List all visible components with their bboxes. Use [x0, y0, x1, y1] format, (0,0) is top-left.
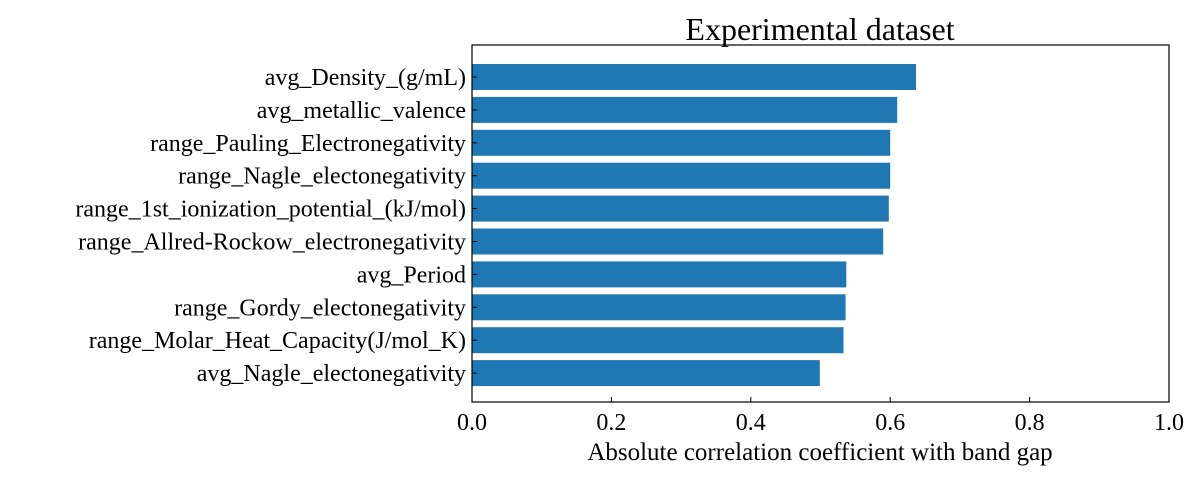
- x-axis-label: Absolute correlation coefficient with ba…: [587, 439, 1052, 466]
- x-tick-label: 0.0: [457, 410, 487, 436]
- category-label: range_1st_ionization_potential_(kJ/mol): [75, 197, 466, 223]
- bar: [472, 360, 820, 387]
- bar: [472, 294, 846, 321]
- x-tick-label: 1.0: [1154, 410, 1184, 436]
- bar: [472, 129, 891, 156]
- category-label: range_Pauling_Electronegativity: [150, 131, 466, 157]
- category-label: avg_Density_(g/mL): [265, 65, 466, 91]
- bar: [472, 162, 891, 189]
- bar: [472, 261, 847, 288]
- bar: [472, 327, 844, 354]
- x-tick-label: 0.8: [1015, 410, 1045, 436]
- plot-frame: [471, 44, 1170, 403]
- bar: [472, 195, 889, 222]
- x-axis-ticks: 0.0 0.2 0.4 0.6 0.8 1.0: [457, 397, 1184, 436]
- bar: [472, 64, 916, 90]
- category-label: avg_metallic_valence: [257, 98, 466, 124]
- category-label: range_Molar_Heat_Capacity(J/mol_K): [89, 328, 466, 354]
- x-tick-label: 0.4: [736, 410, 766, 436]
- category-label: avg_Nagle_electonegativity: [197, 361, 466, 387]
- category-labels: avg_Density_(g/mL) avg_metallic_valencera…: [75, 65, 477, 387]
- category-label: avg_Period: [357, 262, 466, 288]
- x-tick-label: 0.6: [875, 410, 905, 436]
- chart-title: Experimental dataset: [685, 11, 954, 47]
- bar: [472, 96, 898, 123]
- bar: [472, 228, 884, 255]
- x-tick-label: 0.2: [596, 410, 626, 436]
- category-label: range_Nagle_electonegativity: [178, 164, 466, 190]
- bars-group: [472, 64, 916, 387]
- category-label: range_Gordy_electonegativity: [174, 295, 466, 321]
- category-label: range_Allred-Rockow_electronegativity: [78, 230, 466, 256]
